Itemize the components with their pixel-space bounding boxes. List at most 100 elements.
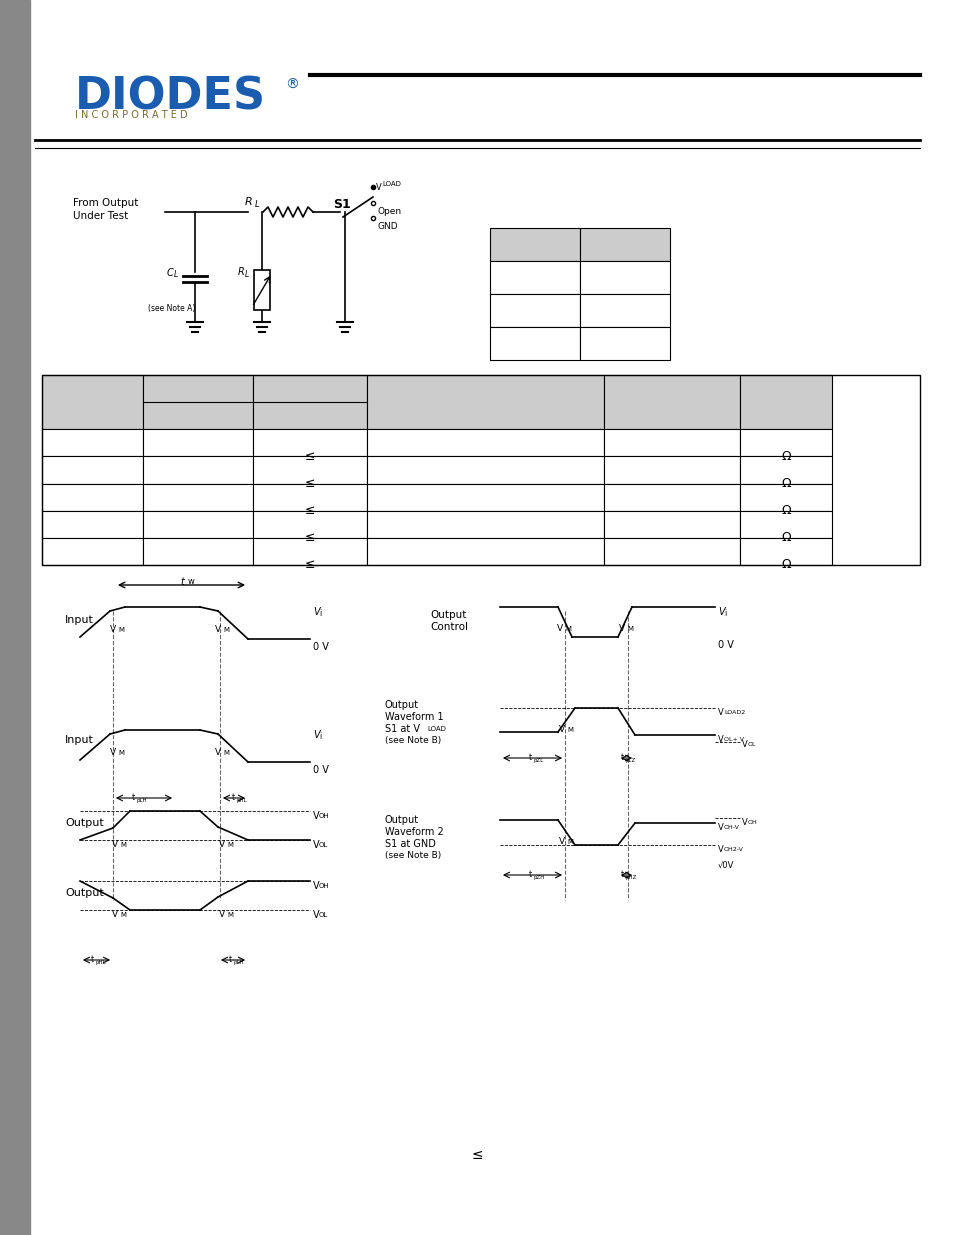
Text: ≤: ≤ (471, 1149, 482, 1162)
Bar (143, 538, 253, 564)
Text: OH: OH (318, 883, 330, 889)
Text: V: V (718, 735, 723, 743)
Text: S1: S1 (333, 198, 351, 211)
Bar (603, 484, 740, 511)
Text: pHL: pHL (96, 960, 107, 965)
Text: ®: ® (285, 78, 298, 91)
Text: R: R (245, 198, 253, 207)
Text: i: i (318, 732, 321, 741)
Text: OL+ V: OL+ V (723, 737, 743, 742)
Text: M: M (566, 839, 573, 845)
Text: Output: Output (385, 815, 418, 825)
Bar (367, 375, 603, 430)
Bar (579, 294, 669, 327)
Bar (253, 375, 367, 430)
Text: V: V (313, 910, 319, 920)
Text: M: M (223, 750, 229, 756)
Bar (253, 430, 367, 457)
Text: Input: Input (65, 735, 93, 745)
Text: V: V (112, 840, 118, 848)
Bar (603, 538, 740, 564)
Text: OL: OL (747, 742, 756, 747)
Text: t: t (619, 753, 623, 762)
Text: t: t (232, 793, 234, 802)
Bar (42, 375, 143, 430)
Text: V: V (110, 748, 116, 757)
Text: pHL: pHL (236, 798, 248, 803)
Text: ≤: ≤ (304, 504, 314, 517)
Text: V: V (313, 811, 319, 821)
Text: 0 V: 0 V (718, 640, 733, 650)
Bar (490, 327, 579, 359)
Bar (42, 430, 143, 457)
Text: pLH: pLH (233, 960, 244, 965)
Text: OH: OH (747, 820, 757, 825)
Bar (0, 0, 30, 1235)
Text: V: V (741, 818, 747, 827)
Bar (740, 457, 831, 484)
Bar (740, 375, 831, 430)
Text: M: M (626, 626, 633, 632)
Text: t: t (91, 955, 93, 965)
Text: V: V (718, 845, 723, 853)
Text: LOAD2: LOAD2 (723, 710, 744, 715)
Text: pLZ: pLZ (625, 758, 636, 763)
Text: V: V (110, 625, 116, 634)
Text: V: V (718, 606, 724, 618)
Text: V: V (558, 725, 564, 734)
Bar (42, 538, 143, 564)
Text: Ω: Ω (781, 450, 790, 463)
Text: V: V (218, 840, 225, 848)
Text: pZL: pZL (534, 758, 543, 763)
Text: Input: Input (65, 615, 93, 625)
Text: (see Note A): (see Note A) (148, 304, 195, 312)
Text: OL: OL (318, 911, 328, 918)
Bar (603, 430, 740, 457)
Bar (740, 538, 831, 564)
Text: ≤: ≤ (304, 558, 314, 572)
Text: OL: OL (318, 842, 328, 848)
Bar (490, 294, 579, 327)
Text: t: t (180, 577, 184, 587)
Text: OH2-V: OH2-V (723, 847, 743, 852)
Text: L: L (173, 270, 178, 279)
Bar (253, 270, 270, 310)
Text: V: V (558, 837, 564, 846)
Text: i: i (318, 609, 321, 618)
Text: R: R (237, 267, 245, 277)
Text: Output: Output (65, 818, 104, 827)
Text: LOAD: LOAD (427, 726, 445, 732)
Bar (603, 511, 740, 538)
Text: V: V (112, 910, 118, 919)
Text: M: M (120, 911, 126, 918)
Text: (see Note B): (see Note B) (385, 736, 441, 745)
Text: M: M (227, 911, 233, 918)
Text: V: V (741, 740, 747, 748)
Text: V: V (618, 624, 624, 634)
Text: V: V (718, 708, 723, 718)
Bar (42, 484, 143, 511)
Text: V: V (718, 823, 723, 832)
Text: OH: OH (318, 813, 330, 819)
Bar (579, 228, 669, 261)
Text: GND: GND (377, 222, 398, 231)
Bar (490, 228, 579, 261)
Text: t: t (228, 955, 232, 965)
Text: V: V (214, 748, 221, 757)
Bar (367, 457, 603, 484)
Bar (740, 511, 831, 538)
Text: V: V (313, 881, 319, 890)
Text: 0 V: 0 V (313, 642, 329, 652)
Text: Under Test: Under Test (73, 211, 128, 221)
Text: 0 V: 0 V (313, 764, 329, 776)
Text: C: C (167, 268, 173, 278)
Text: √0V: √0V (718, 861, 734, 869)
Bar (42, 375, 919, 564)
Text: w: w (188, 577, 194, 585)
Text: V: V (313, 606, 319, 618)
Text: M: M (223, 627, 229, 634)
Text: Ω: Ω (781, 531, 790, 545)
Text: pZH: pZH (534, 876, 545, 881)
Text: I N C O R P O R A T E D: I N C O R P O R A T E D (75, 110, 188, 120)
Bar (253, 484, 367, 511)
